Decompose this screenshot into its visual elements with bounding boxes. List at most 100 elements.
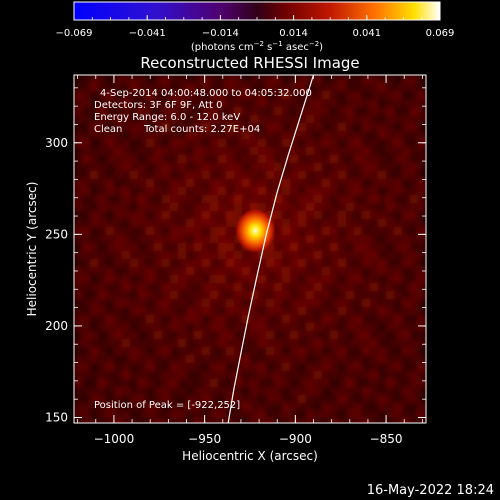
heatmap-cell bbox=[242, 107, 250, 115]
heatmap-cell bbox=[146, 99, 154, 107]
heatmap-cell bbox=[138, 403, 146, 411]
heatmap-cell bbox=[386, 115, 394, 123]
heatmap-cell bbox=[314, 123, 322, 131]
heatmap-cell bbox=[298, 123, 306, 131]
heatmap-cell bbox=[362, 411, 370, 419]
heatmap-cell bbox=[218, 419, 226, 423]
heatmap-cell bbox=[250, 267, 258, 275]
heatmap-cell bbox=[210, 235, 218, 243]
heatmap-cell bbox=[362, 163, 370, 171]
heatmap-cell bbox=[386, 131, 394, 139]
heatmap-cell bbox=[362, 387, 370, 395]
heatmap-cell bbox=[106, 155, 114, 163]
heatmap-cell bbox=[314, 299, 322, 307]
heatmap-cell bbox=[322, 283, 330, 291]
heatmap-cell bbox=[330, 211, 338, 219]
heatmap-cell bbox=[242, 83, 250, 91]
heatmap-cell bbox=[146, 83, 154, 91]
heatmap-cell bbox=[386, 259, 394, 267]
heatmap-cell bbox=[346, 299, 354, 307]
heatmap-cell bbox=[282, 403, 290, 411]
heatmap-cell bbox=[74, 363, 82, 371]
heatmap-cell bbox=[338, 315, 346, 323]
heatmap-cell bbox=[170, 411, 178, 419]
heatmap-cell bbox=[266, 347, 274, 355]
heatmap-cell bbox=[250, 203, 258, 211]
heatmap-cell bbox=[362, 243, 370, 251]
heatmap-cell bbox=[218, 115, 226, 123]
heatmap-cell bbox=[322, 347, 330, 355]
heatmap-cell bbox=[234, 267, 242, 275]
heatmap-cell bbox=[82, 411, 90, 419]
heatmap-cell bbox=[122, 227, 130, 235]
heatmap-cell bbox=[226, 403, 234, 411]
heatmap-cell bbox=[146, 323, 154, 331]
heatmap-cell bbox=[418, 363, 426, 371]
heatmap-cell bbox=[274, 315, 282, 323]
heatmap-cell bbox=[98, 107, 106, 115]
heatmap-cell bbox=[194, 355, 202, 363]
heatmap-cell bbox=[178, 339, 186, 347]
heatmap-cell bbox=[378, 163, 386, 171]
heatmap-cell bbox=[234, 291, 242, 299]
heatmap-cell bbox=[394, 179, 402, 187]
heatmap-cell bbox=[418, 307, 426, 315]
heatmap-cell bbox=[90, 107, 98, 115]
heatmap-cell bbox=[290, 251, 298, 259]
heatmap-cell bbox=[258, 115, 266, 123]
heatmap-cell bbox=[402, 243, 410, 251]
heatmap-cell bbox=[218, 179, 226, 187]
heatmap-cell bbox=[354, 75, 362, 83]
heatmap-cell bbox=[162, 371, 170, 379]
heatmap-cell bbox=[250, 147, 258, 155]
heatmap-cell bbox=[290, 371, 298, 379]
heatmap-cell bbox=[210, 163, 218, 171]
heatmap-cell bbox=[354, 291, 362, 299]
heatmap-cell bbox=[346, 83, 354, 91]
heatmap-cell bbox=[338, 147, 346, 155]
heatmap-cell bbox=[146, 171, 154, 179]
heatmap-cell bbox=[402, 211, 410, 219]
heatmap-cell bbox=[402, 315, 410, 323]
heatmap-cell bbox=[90, 323, 98, 331]
heatmap-image bbox=[74, 75, 426, 423]
heatmap-cell bbox=[330, 147, 338, 155]
heatmap-cell bbox=[170, 363, 178, 371]
heatmap-cell bbox=[322, 155, 330, 163]
heatmap-cell bbox=[82, 315, 90, 323]
heatmap-cell bbox=[130, 107, 138, 115]
heatmap-cell bbox=[82, 219, 90, 227]
x-tick-label: −950 bbox=[188, 432, 221, 446]
heatmap-cell bbox=[170, 371, 178, 379]
heatmap-cell bbox=[162, 411, 170, 419]
heatmap-cell bbox=[122, 219, 130, 227]
heatmap-cell bbox=[162, 83, 170, 91]
heatmap-cell bbox=[282, 227, 290, 235]
heatmap-cell bbox=[170, 235, 178, 243]
heatmap-cell bbox=[178, 275, 186, 283]
heatmap-cell bbox=[354, 155, 362, 163]
heatmap-cell bbox=[274, 195, 282, 203]
heatmap-cell bbox=[226, 147, 234, 155]
heatmap-cell bbox=[130, 307, 138, 315]
heatmap-cell bbox=[162, 251, 170, 259]
heatmap-cell bbox=[202, 163, 210, 171]
heatmap-cell bbox=[410, 195, 418, 203]
heatmap-cell bbox=[114, 179, 122, 187]
heatmap-cell bbox=[370, 323, 378, 331]
heatmap-cell bbox=[290, 211, 298, 219]
heatmap-cell bbox=[178, 323, 186, 331]
heatmap-cell bbox=[418, 355, 426, 363]
heatmap-cell bbox=[74, 91, 82, 99]
heatmap-cell bbox=[322, 83, 330, 91]
heatmap-cell bbox=[74, 219, 82, 227]
heatmap-cell bbox=[234, 75, 242, 83]
heatmap-cell bbox=[362, 315, 370, 323]
heatmap-cell bbox=[330, 235, 338, 243]
heatmap-cell bbox=[234, 171, 242, 179]
heatmap-cell bbox=[282, 387, 290, 395]
heatmap-cell bbox=[378, 155, 386, 163]
heatmap-cell bbox=[250, 291, 258, 299]
heatmap-cell bbox=[322, 195, 330, 203]
heatmap-cell bbox=[90, 283, 98, 291]
